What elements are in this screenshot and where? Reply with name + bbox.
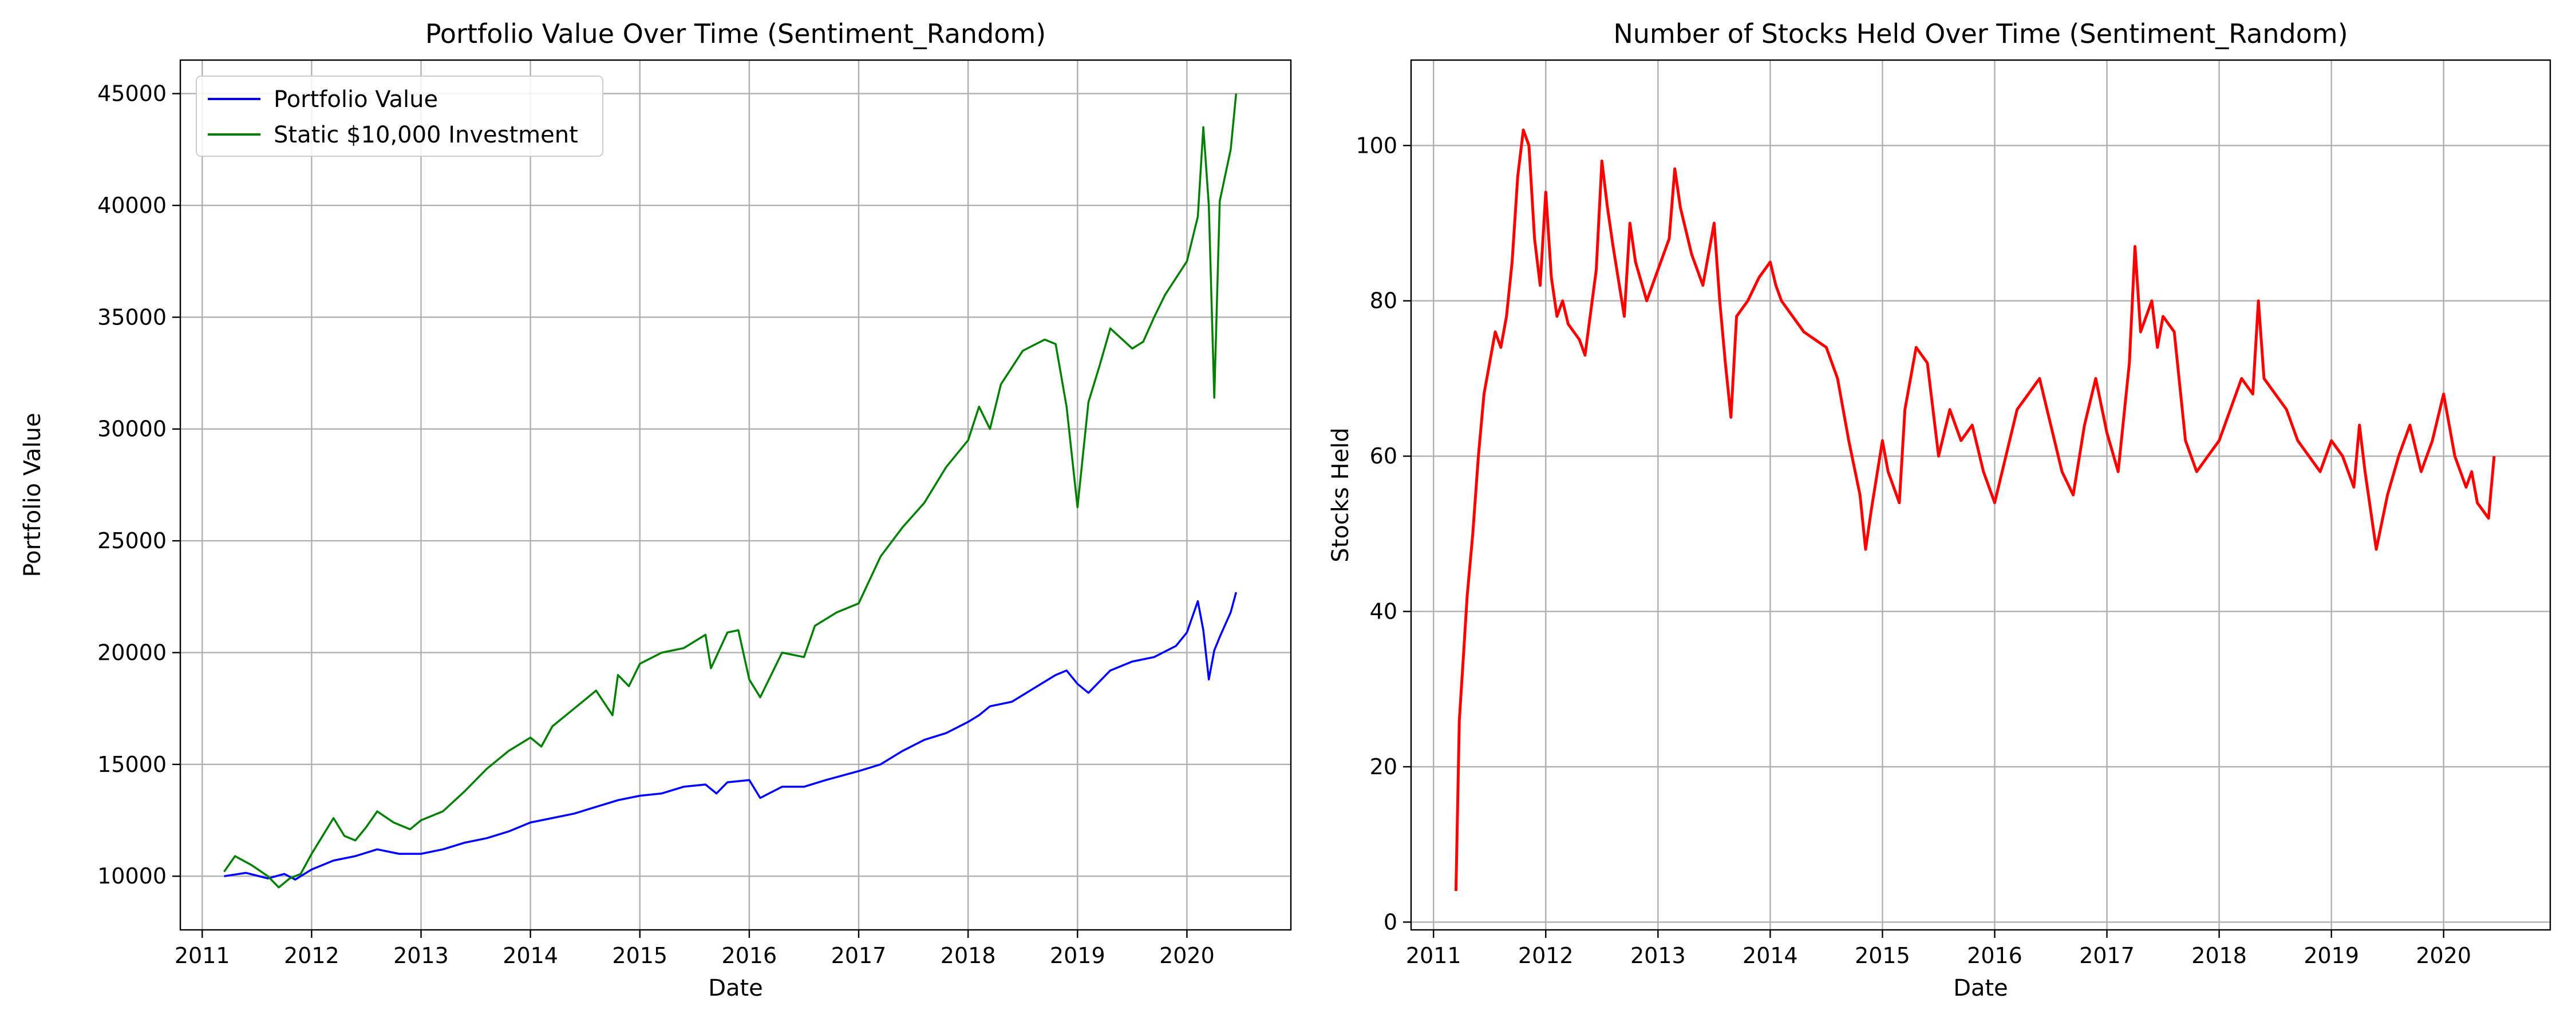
- portfolio-value-chart: 2011 2012 2013 2014 2015 2016 2017 2018 2019 2020…: [19, 18, 1292, 1001]
- y-tick-label-0: 0: [1384, 909, 1397, 934]
- legend-box: [196, 76, 603, 157]
- y-tick-label-40000: 40000: [97, 193, 167, 218]
- x-tick-label-2011: 2011: [1406, 943, 1461, 968]
- x-tick-label-2018: 2018: [941, 943, 996, 968]
- x-tick-label-2019: 2019: [1050, 943, 1105, 968]
- plot-frame: [179, 59, 1292, 931]
- series-line-stocks-held: [1454, 128, 2496, 892]
- y-tick-label-80: 80: [1370, 288, 1397, 314]
- x-tick-label-2020: 2020: [2416, 943, 2471, 968]
- series-lines: [223, 93, 1238, 889]
- x-tick-label-2016: 2016: [722, 943, 777, 968]
- x-tick-label-2016: 2016: [1967, 943, 2022, 968]
- x-tick-label-2013: 2013: [393, 943, 449, 968]
- x-axis-label: Date: [1953, 975, 2008, 1001]
- y-tick-label-60: 60: [1370, 443, 1397, 469]
- x-tick-label-2015: 2015: [612, 943, 667, 968]
- tick-marks: 2011 2012 2013 2014 2015 2016 2017 2018 2019 2020…: [97, 81, 1215, 968]
- legend: Portfolio Value Static $10,000 Investmen…: [196, 76, 603, 157]
- grid-lines: [180, 60, 1291, 930]
- y-axis-label: Stocks Held: [1327, 427, 1354, 562]
- tick-marks: 2011 2012 2013 2014 2015 2016 2017 2018 2019 2020…: [1356, 133, 2471, 968]
- legend-label-static-investment: Static $10,000 Investment: [274, 122, 578, 148]
- stocks-held-chart: 2011 2012 2013 2014 2015 2016 2017 2018 2019 2020…: [1327, 18, 2551, 1001]
- y-tick-label-40: 40: [1370, 599, 1397, 624]
- series-lines: [1454, 128, 2496, 892]
- x-tick-label-2012: 2012: [1518, 943, 1574, 968]
- chart-title: Number of Stocks Held Over Time (Sentime…: [1613, 18, 2348, 49]
- y-tick-label-30000: 30000: [97, 417, 167, 442]
- y-tick-label-15000: 15000: [97, 752, 167, 777]
- y-tick-label-25000: 25000: [97, 528, 167, 553]
- series-line-static-10-000-investment: [223, 93, 1238, 889]
- chart-title: Portfolio Value Over Time (Sentiment_Ran…: [425, 18, 1046, 49]
- series-line-portfolio-value: [224, 592, 1238, 881]
- x-tick-label-2013: 2013: [1630, 943, 1686, 968]
- x-tick-label-2014: 2014: [503, 943, 558, 968]
- x-tick-label-2014: 2014: [1743, 943, 1798, 968]
- x-tick-label-2018: 2018: [2191, 943, 2247, 968]
- x-tick-label-2015: 2015: [1855, 943, 1910, 968]
- x-tick-label-2017: 2017: [2079, 943, 2135, 968]
- legend-label-portfolio-value: Portfolio Value: [274, 86, 438, 113]
- y-tick-label-10000: 10000: [97, 863, 167, 889]
- grid-lines: [1411, 60, 2550, 930]
- x-tick-label-2019: 2019: [2304, 943, 2359, 968]
- y-tick-label-100: 100: [1356, 133, 1397, 158]
- x-tick-label-2017: 2017: [831, 943, 887, 968]
- plot-frame: [1410, 59, 2551, 931]
- x-tick-label-2011: 2011: [175, 943, 230, 968]
- y-tick-label-45000: 45000: [97, 81, 167, 106]
- x-axis-label: Date: [708, 975, 763, 1001]
- y-tick-label-35000: 35000: [97, 304, 167, 330]
- y-tick-label-20: 20: [1370, 754, 1397, 779]
- y-tick-label-20000: 20000: [97, 640, 167, 665]
- x-tick-label-2012: 2012: [284, 943, 339, 968]
- x-tick-label-2020: 2020: [1159, 943, 1215, 968]
- y-axis-label: Portfolio Value: [19, 413, 46, 577]
